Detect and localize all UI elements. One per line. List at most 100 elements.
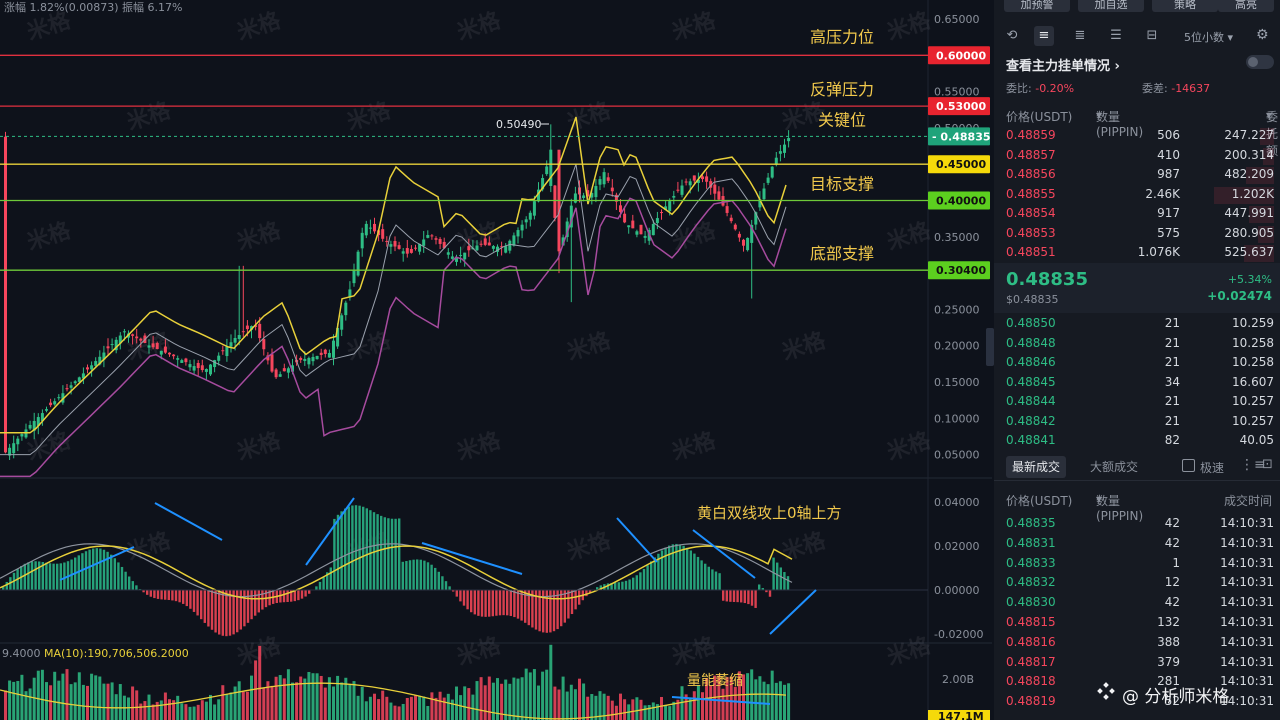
list-settings-icon[interactable]: ⋮≡ <box>1240 457 1266 473</box>
header-qty[interactable]: 数量 (PIPPIN) ▾ <box>1096 108 1144 139</box>
add-alert-button[interactable]: 加预警 <box>1004 0 1070 12</box>
settings-gear-icon[interactable]: ⚙ <box>1256 27 1269 43</box>
speed-checkbox[interactable] <box>1182 459 1195 472</box>
candle-body <box>98 356 102 365</box>
trade-row[interactable]: 0.48815 132 14:10:31 <box>1006 615 1274 634</box>
candle-body <box>409 248 413 253</box>
trade-row[interactable]: 0.48832 12 14:10:31 <box>1006 575 1274 594</box>
macd-bar <box>722 590 725 601</box>
precision-select[interactable]: 5位小数 ▾ <box>1184 31 1234 44</box>
bid-row[interactable]: 0.48846 21 10.258 <box>1006 355 1274 374</box>
add-favorite-button[interactable]: 加自选 <box>1078 0 1144 12</box>
candle-body <box>434 238 438 240</box>
highlight-button[interactable]: 高亮 <box>1218 0 1274 12</box>
book-bids-icon[interactable]: ≣ <box>1074 28 1086 43</box>
window-icon[interactable]: ⊡ <box>1262 457 1273 472</box>
volume-bar <box>475 681 479 720</box>
candle-body <box>40 413 44 422</box>
candle-body <box>135 336 139 339</box>
header-total[interactable]: 委托额 ▾ <box>1265 108 1278 158</box>
row-total: 10.257 <box>1232 394 1274 408</box>
trades-header-time: 成交时间 <box>1223 494 1272 508</box>
filter-icon[interactable]: ⊟ <box>1146 28 1158 43</box>
undo-icon[interactable]: ⟲ <box>1006 28 1018 43</box>
volume-bar <box>196 704 200 720</box>
macd-bar <box>340 511 343 590</box>
macd-bar <box>470 590 473 613</box>
bid-row[interactable]: 0.48850 21 10.259 <box>1006 316 1274 335</box>
macd-histogram <box>2 505 790 637</box>
volume-bar <box>184 704 188 720</box>
macd-bar <box>506 590 509 616</box>
tab-big-trades[interactable]: 大额成交 <box>1090 460 1139 474</box>
ask-row[interactable]: 0.48859 506 247.227 <box>1006 128 1274 147</box>
strategy-button[interactable]: 策略 <box>1152 0 1218 12</box>
macd-bar <box>516 590 520 619</box>
bid-row[interactable]: 0.48844 21 10.257 <box>1006 394 1274 413</box>
macd-bar <box>693 553 696 590</box>
volume-bar <box>4 690 7 720</box>
main-orders-link[interactable]: 查看主力挂单情况 › <box>1006 59 1120 74</box>
book-both-icon[interactable]: ≡ <box>1034 26 1054 46</box>
watermark-text: 米格 <box>669 7 720 46</box>
panel-resize-handle[interactable] <box>986 328 994 366</box>
candle-body <box>737 233 741 238</box>
trade-row[interactable]: 0.48819 52 14:10:31 <box>1006 694 1274 713</box>
kline-chart[interactable]: 涨幅 1.82%(0.00873) 振幅 6.17% 0.65000 0.60000… <box>0 0 992 720</box>
trade-row[interactable]: 0.48816 388 14:10:31 <box>1006 635 1274 654</box>
kline-chart-area[interactable]: 涨幅 1.82%(0.00873) 振幅 6.17% 0.65000 0.60000… <box>0 0 992 720</box>
candle-body <box>766 177 770 183</box>
trade-row[interactable]: 0.48830 42 14:10:31 <box>1006 595 1274 614</box>
macd-bar <box>743 590 746 604</box>
last-price-usd: $0.48835 <box>1006 293 1059 306</box>
volume-bar <box>90 673 94 720</box>
bid-row[interactable]: 0.48845 34 16.607 <box>1006 375 1274 394</box>
trade-row[interactable]: 0.48817 379 14:10:31 <box>1006 655 1274 674</box>
bid-row[interactable]: 0.48841 82 40.05 <box>1006 433 1274 452</box>
volume-bar <box>274 676 278 720</box>
row-price: 0.48848 <box>1006 335 1056 350</box>
candle-body <box>356 251 360 276</box>
volume-bar <box>319 675 323 720</box>
candle-body <box>778 151 782 154</box>
candle-body <box>664 206 668 210</box>
ask-row[interactable]: 0.48855 2.46K 1.202K <box>1006 186 1274 206</box>
trade-row[interactable]: 0.48831 42 14:10:31 <box>1006 536 1274 555</box>
volume-bar <box>364 701 368 720</box>
bid-row[interactable]: 0.48848 21 10.258 <box>1006 336 1274 355</box>
ask-row[interactable]: 0.48853 575 280.905 <box>1006 225 1274 245</box>
main-orders-toggle[interactable] <box>1246 55 1274 69</box>
trade-row[interactable]: 0.48818 281 14:10:31 <box>1006 674 1274 693</box>
bid-row[interactable]: 0.48842 21 10.257 <box>1006 414 1274 433</box>
row-qty: 379 <box>1157 654 1180 669</box>
header-total-text: 委托额 <box>1265 110 1278 158</box>
level-price-text: 0.30400 <box>936 264 986 277</box>
ask-row[interactable]: 0.48854 917 447.991 <box>1006 206 1274 225</box>
price-tick-label: 0.20000 <box>934 340 980 353</box>
macd-bar <box>725 590 728 602</box>
book-asks-icon[interactable]: ☰ <box>1110 28 1122 43</box>
candle-body <box>463 252 467 260</box>
ask-row[interactable]: 0.48851 1.076K 525.637 <box>1006 245 1274 264</box>
candle-body <box>274 369 278 378</box>
ask-row[interactable]: 0.48857 410 200.314 <box>1006 147 1274 167</box>
volume-ma-line <box>0 682 787 720</box>
ask-row[interactable]: 0.48856 987 482.209 <box>1006 167 1274 186</box>
trades-header-qty[interactable]: 数量(PIPPIN) ▾ <box>1096 492 1144 523</box>
volume-bar <box>348 684 352 720</box>
candle-body <box>245 325 249 330</box>
volume-bar <box>590 694 594 720</box>
tab-latest-trades[interactable]: 最新成交 <box>1006 456 1067 478</box>
volume-bar <box>532 669 536 720</box>
volume-bar <box>266 681 270 720</box>
volume-bar <box>311 673 315 720</box>
volume-bar <box>602 693 606 720</box>
row-price: 0.48817 <box>1006 654 1056 669</box>
volume-bar <box>278 675 282 720</box>
macd-bar <box>459 590 462 602</box>
volume-bar <box>598 691 602 720</box>
candle-body <box>491 246 495 249</box>
candle-body <box>787 138 791 142</box>
trade-row[interactable]: 0.48833 1 14:10:31 <box>1006 556 1274 575</box>
trade-row[interactable]: 0.48835 42 14:10:31 <box>1006 516 1274 535</box>
